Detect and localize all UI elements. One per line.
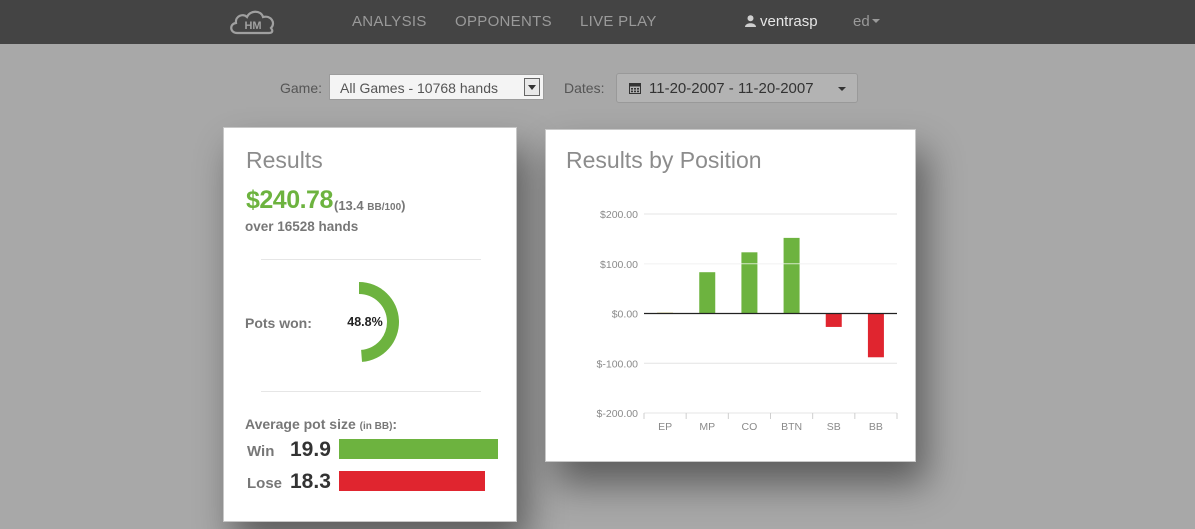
results-card: Results $240.78 (13.4 BB/100) over 16528… bbox=[223, 127, 517, 522]
x-tick-label: EP bbox=[658, 421, 672, 433]
y-tick-label: $-200.00 bbox=[597, 408, 639, 420]
x-tick-label: BTN bbox=[781, 421, 802, 433]
x-tick-label: MP bbox=[699, 421, 715, 433]
position-bar-chart: $200.00 $100.00 $0.00 $-100.00 $-200.00 EP MP C… bbox=[597, 209, 898, 433]
x-tick-label: CO bbox=[742, 421, 758, 433]
avg-pot-unit: (in BB) bbox=[359, 421, 393, 432]
chevron-down-icon bbox=[838, 87, 846, 91]
pots-won-label: Pots won: bbox=[245, 315, 312, 331]
username: ventrasp bbox=[760, 13, 818, 30]
bb-per-100: (13.4 BB/100) bbox=[334, 198, 406, 213]
x-tick-label: SB bbox=[827, 421, 841, 433]
bar-btn bbox=[783, 237, 800, 314]
hm-cloud-logo-icon[interactable]: HM bbox=[227, 6, 279, 38]
nav-live-play-link[interactable]: LIVE PLAY bbox=[580, 13, 657, 30]
divider bbox=[261, 259, 481, 260]
bar-co bbox=[741, 252, 758, 314]
calendar-icon bbox=[629, 83, 641, 94]
language-label: ed bbox=[853, 13, 870, 30]
game-select[interactable]: All Games - 10768 hands bbox=[329, 74, 544, 100]
bb100-value: (13.4 bbox=[334, 198, 368, 213]
divider bbox=[261, 391, 481, 392]
pots-won-arc bbox=[359, 282, 400, 362]
pots-won-donut bbox=[359, 282, 400, 362]
dropdown-arrow-icon[interactable] bbox=[524, 78, 540, 96]
date-range-picker[interactable]: 11-20-2007 - 11-20-2007 bbox=[616, 73, 858, 103]
avg-pot-text: Average pot size bbox=[245, 416, 360, 432]
win-bar bbox=[339, 439, 498, 459]
profit-value: $240.78 bbox=[246, 186, 333, 214]
dates-label: Dates: bbox=[564, 80, 605, 96]
pots-won-value: 48.8% bbox=[347, 315, 383, 329]
y-tick-label: $100.00 bbox=[600, 259, 638, 271]
game-label: Game: bbox=[280, 80, 323, 96]
y-tick-label: $0.00 bbox=[612, 309, 638, 321]
x-tick-label: BB bbox=[869, 421, 883, 433]
language-dropdown[interactable]: ed bbox=[853, 13, 880, 30]
win-value: 19.9 bbox=[290, 438, 331, 461]
avg-pot-size-label: Average pot size (in BB): bbox=[245, 416, 397, 432]
date-range-value: 11-20-2007 - 11-20-2007 bbox=[649, 80, 814, 97]
win-label: Win bbox=[247, 443, 275, 460]
position-chart-title: Results by Position bbox=[566, 147, 762, 173]
chevron-down-icon bbox=[871, 19, 880, 23]
user-icon bbox=[745, 15, 756, 27]
lose-value: 18.3 bbox=[290, 470, 331, 493]
top-nav-bar: HM ANALYSIS OPPONENTS LIVE PLAY ventrasp… bbox=[0, 0, 1195, 44]
bar-mp bbox=[699, 272, 716, 314]
avg-pot-colon: : bbox=[392, 416, 398, 432]
lose-bar bbox=[339, 471, 485, 491]
bar-bb bbox=[867, 313, 884, 358]
bb100-close: ) bbox=[401, 198, 406, 213]
game-select-value: All Games - 10768 hands bbox=[340, 80, 498, 96]
svg-text:HM: HM bbox=[244, 20, 261, 32]
y-tick-label: $-100.00 bbox=[597, 358, 639, 370]
results-title: Results bbox=[246, 147, 323, 173]
user-menu[interactable]: ventrasp bbox=[745, 13, 818, 30]
hands-count: over 16528 hands bbox=[245, 219, 359, 234]
results-by-position-card: Results by Position $200.00 $100.00 $0.00 $… bbox=[545, 129, 916, 462]
lose-label: Lose bbox=[247, 475, 283, 492]
y-tick-label: $200.00 bbox=[600, 209, 638, 221]
bb100-unit: BB/100 bbox=[367, 202, 402, 213]
nav-opponents-link[interactable]: OPPONENTS bbox=[455, 13, 552, 30]
bar-sb bbox=[825, 313, 842, 327]
nav-analysis-link[interactable]: ANALYSIS bbox=[352, 13, 427, 30]
